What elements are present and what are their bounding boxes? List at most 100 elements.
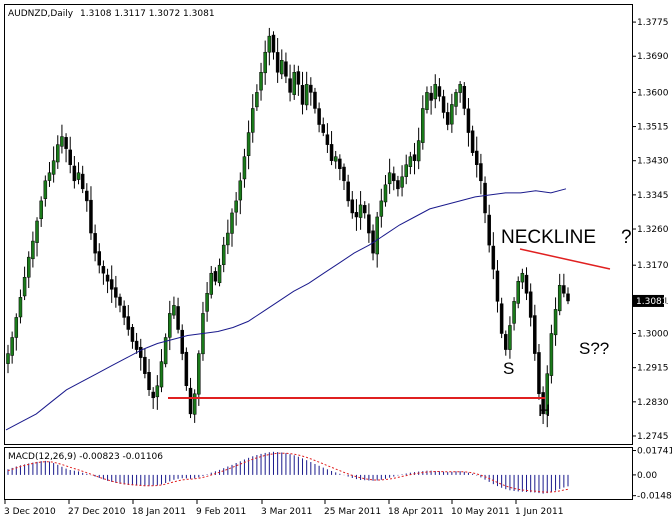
- candle-body: [43, 180, 48, 199]
- candle: [255, 84, 259, 111]
- candle: [358, 191, 363, 230]
- candle: [379, 188, 384, 228]
- price-y-axis: 1.3775 1.3690 1.3600 1.3515 1.3430 1.3345 1.32…: [632, 18, 669, 442]
- candle: [22, 266, 27, 301]
- candle: [516, 276, 520, 309]
- candle-body: [541, 392, 545, 415]
- candle-body: [392, 173, 396, 182]
- macd-signal-line: [7, 452, 569, 493]
- candle-body: [134, 340, 139, 350]
- candle: [520, 268, 525, 289]
- candle: [68, 136, 72, 174]
- candle-body: [126, 316, 131, 330]
- candle: [404, 154, 408, 185]
- y-tick-label: 1.3000: [637, 330, 669, 340]
- candle: [470, 125, 475, 156]
- candle: [184, 347, 189, 391]
- candle: [321, 117, 326, 137]
- candle-body: [226, 232, 230, 246]
- candle-body: [296, 71, 301, 85]
- candle: [474, 136, 479, 178]
- candle: [495, 260, 500, 313]
- candle-body: [387, 172, 392, 185]
- candle: [367, 203, 371, 243]
- candle: [487, 204, 491, 253]
- candle: [122, 300, 126, 326]
- candle: [512, 297, 516, 331]
- candle: [180, 324, 184, 361]
- y-tick-label: 1.2830: [637, 398, 669, 408]
- candle-body: [122, 305, 126, 318]
- candle: [396, 175, 400, 197]
- candle-body: [412, 154, 417, 161]
- candle: [425, 86, 429, 114]
- candle: [163, 333, 168, 368]
- candle-body: [329, 144, 334, 161]
- candle: [60, 124, 64, 154]
- candle-body: [263, 51, 267, 74]
- candle: [338, 154, 342, 181]
- candle-body: [512, 301, 516, 324]
- candle: [242, 148, 247, 188]
- candle: [362, 201, 367, 219]
- candle-body: [280, 59, 284, 75]
- candle-body: [474, 150, 479, 165]
- macd-panel-frame: [4, 447, 633, 500]
- candle-body: [367, 214, 371, 234]
- candle: [172, 296, 176, 319]
- candle: [354, 199, 359, 231]
- candle: [271, 31, 276, 60]
- moving-average-layer: [5, 188, 567, 431]
- candle-body: [466, 108, 471, 133]
- candle: [284, 52, 288, 84]
- candle-body: [242, 156, 247, 180]
- candle-body: [97, 251, 102, 266]
- macd-y-tick-label: 0.01741: [637, 447, 672, 457]
- candle-body: [213, 271, 218, 282]
- x-tick-label: 3 Mar 2011: [261, 507, 312, 517]
- candle-body: [230, 212, 234, 234]
- head-annotation: H: [538, 401, 550, 420]
- candle-body: [325, 134, 330, 145]
- candle-body: [105, 274, 110, 282]
- candle-body: [217, 264, 222, 284]
- macd-y-tick-label: -0.01484: [637, 492, 672, 502]
- candle: [421, 95, 425, 150]
- candle: [400, 165, 404, 197]
- candle: [433, 74, 438, 109]
- candle-body: [317, 108, 321, 125]
- candle: [383, 175, 388, 207]
- candle-body: [60, 136, 64, 147]
- candle-body: [566, 293, 570, 302]
- candle: [89, 186, 93, 240]
- candle-body: [549, 333, 554, 376]
- candle: [483, 176, 487, 224]
- candle: [437, 78, 442, 102]
- candle: [346, 174, 350, 207]
- candle: [292, 64, 296, 100]
- y-tick-label: 1.3515: [637, 123, 669, 133]
- x-tick-label: 18 Apr 2011: [388, 507, 444, 517]
- y-tick-label: 1.3345: [637, 191, 669, 201]
- candle: [238, 172, 243, 215]
- candle-body: [537, 352, 541, 395]
- candle: [138, 338, 143, 371]
- candle: [263, 40, 267, 85]
- candle: [10, 331, 14, 364]
- candle: [130, 323, 135, 349]
- candle: [553, 297, 558, 346]
- candle-body: [479, 163, 483, 182]
- candle-body: [72, 165, 77, 182]
- candle: [18, 289, 23, 324]
- candle: [246, 120, 251, 170]
- candle-body: [101, 266, 106, 274]
- macd-y-tick-label: 0.00: [637, 471, 657, 481]
- candle-body: [18, 297, 23, 318]
- candle: [445, 102, 450, 131]
- candle-body: [6, 353, 10, 364]
- candle: [217, 258, 222, 287]
- candle: [387, 158, 392, 194]
- candle: [118, 293, 122, 313]
- candle-body: [333, 156, 338, 162]
- question-annotation: ?: [621, 227, 632, 248]
